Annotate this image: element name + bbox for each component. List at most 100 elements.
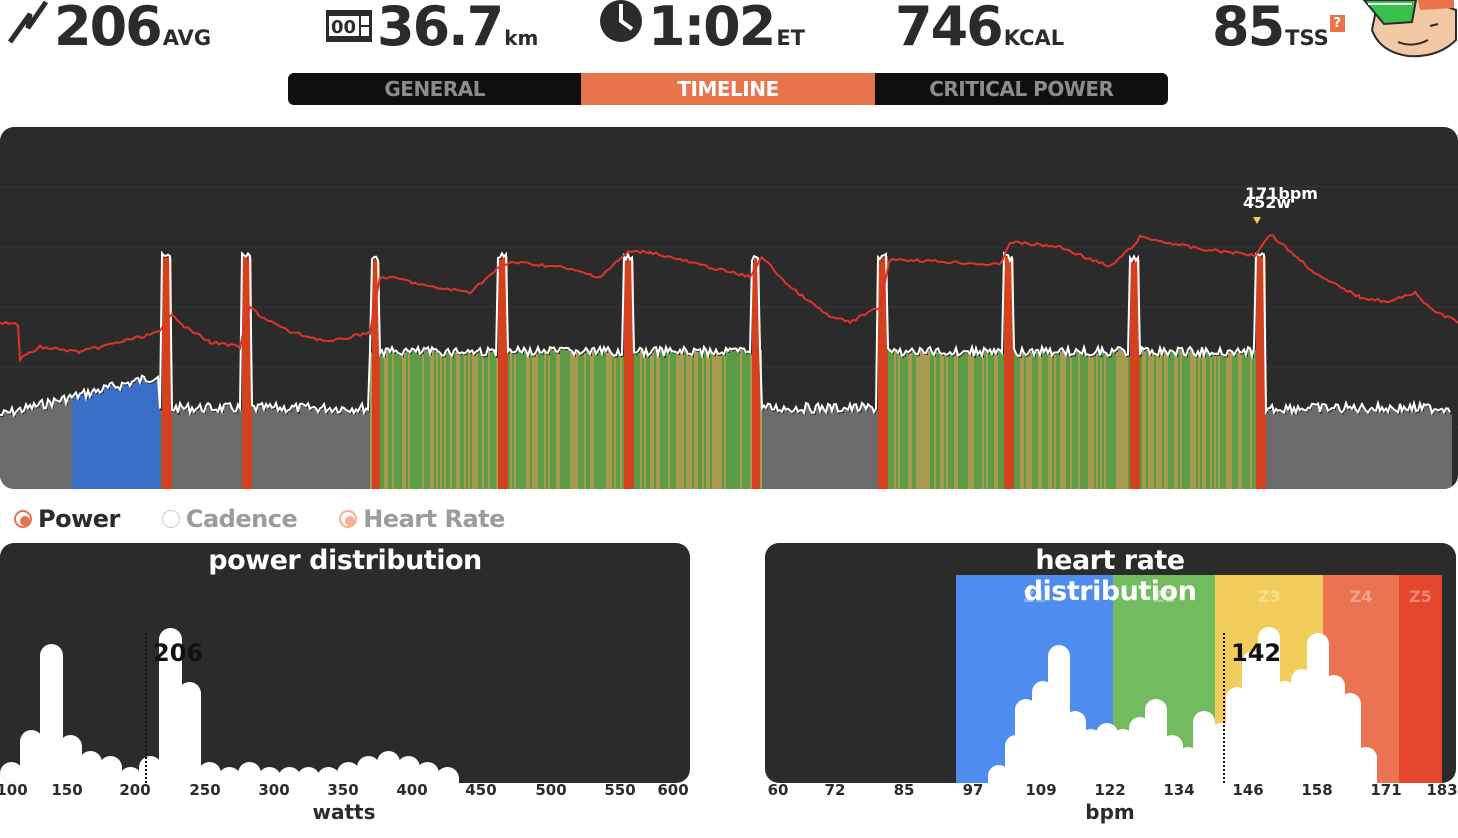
timeline-power-bar bbox=[866, 411, 868, 489]
timeline-power-bar bbox=[384, 357, 386, 489]
timeline-power-bar bbox=[622, 356, 624, 489]
tab-timeline[interactable]: TIMELINE bbox=[581, 73, 875, 105]
timeline-power-bar bbox=[456, 350, 458, 489]
timeline-power-bar bbox=[800, 412, 802, 489]
timeline-power-bar bbox=[1316, 406, 1318, 489]
timeline-power-bar bbox=[652, 352, 654, 489]
timeline-power-bar bbox=[400, 355, 402, 489]
distance-stat: 00 36.7 km bbox=[325, 0, 538, 54]
timeline-power-bar bbox=[914, 353, 916, 489]
timeline-power-bar bbox=[1402, 413, 1404, 489]
timeline-power-bar bbox=[108, 389, 110, 489]
timeline-power-bar bbox=[1078, 352, 1080, 489]
timeline-power-bar bbox=[440, 354, 442, 489]
tab-general[interactable]: GENERAL bbox=[384, 77, 485, 101]
timeline-power-bar bbox=[122, 384, 124, 489]
timeline-power-bar bbox=[32, 410, 34, 489]
time-unit: ET bbox=[776, 26, 805, 50]
timeline-power-bar bbox=[1240, 354, 1242, 489]
timeline-power-bar bbox=[1422, 411, 1424, 489]
timeline-power-bar bbox=[1110, 357, 1112, 489]
timeline-power-bar bbox=[1408, 412, 1410, 489]
timeline-power-bar bbox=[948, 356, 950, 489]
timeline-power-bar bbox=[222, 413, 224, 489]
timeline-power-bar bbox=[968, 353, 970, 489]
timeline-power-bar bbox=[398, 354, 400, 489]
timeline-power-bar bbox=[744, 350, 746, 489]
timeline-power-bar bbox=[260, 406, 262, 489]
timeline-power-bar bbox=[962, 354, 964, 489]
power-tick: 600 bbox=[657, 781, 689, 799]
timeline-power-bar bbox=[688, 355, 690, 489]
timeline-power-bar bbox=[22, 414, 24, 489]
timeline-power-bar bbox=[1350, 408, 1352, 489]
tss-help-badge[interactable]: ? bbox=[1329, 15, 1345, 32]
timeline-power-bar bbox=[656, 349, 658, 489]
timeline-power-bar bbox=[978, 356, 980, 489]
timeline-power-bar bbox=[1312, 405, 1314, 489]
legend-power[interactable]: Power bbox=[14, 505, 120, 533]
timeline-power-bar bbox=[60, 403, 62, 489]
timeline-power-bar bbox=[294, 408, 296, 489]
avatar-icon[interactable] bbox=[1358, 0, 1458, 60]
timeline-power-bar bbox=[1114, 353, 1116, 489]
timeline-power-bar bbox=[1348, 409, 1350, 489]
timeline-power-bar bbox=[300, 405, 302, 489]
timeline-power-bar bbox=[118, 388, 120, 489]
timeline-power-bar bbox=[532, 356, 534, 489]
timeline-power-bar bbox=[1274, 414, 1276, 489]
timeline-power-bar bbox=[776, 406, 778, 489]
timeline-power-bar bbox=[298, 413, 300, 489]
timeline-power-bar bbox=[448, 350, 450, 489]
legend-cadence[interactable]: Cadence bbox=[161, 505, 298, 533]
timeline-power-bar bbox=[290, 411, 292, 489]
timeline-power-bar bbox=[230, 405, 232, 489]
timeline-power-bar bbox=[1152, 352, 1154, 489]
timeline-power-bar bbox=[1380, 412, 1382, 489]
power-tick: 550 bbox=[604, 781, 636, 799]
timeline-power-bar bbox=[1352, 410, 1354, 489]
timeline-power-bar bbox=[992, 355, 994, 489]
timeline-power-bar bbox=[1332, 409, 1334, 489]
timeline-power-bar bbox=[1038, 351, 1040, 489]
timeline-chart[interactable]: 171bpm 452w bbox=[0, 127, 1458, 489]
timeline-power-bar bbox=[852, 412, 854, 489]
timeline-power-bar bbox=[876, 410, 878, 489]
timeline-power-bar bbox=[670, 350, 672, 489]
timeline-power-bar bbox=[1384, 412, 1386, 489]
timeline-power-bar bbox=[286, 414, 288, 489]
calories-stat: 746 KCAL bbox=[895, 0, 1064, 54]
timeline-power-bar bbox=[764, 407, 766, 489]
heart-rate-tick: 158 bbox=[1301, 781, 1333, 799]
timeline-power-bar bbox=[1048, 354, 1050, 489]
legend-heart-rate[interactable]: Heart Rate bbox=[339, 505, 505, 533]
timeline-power-bar bbox=[872, 409, 874, 489]
timeline-power-bar bbox=[682, 354, 684, 489]
tab-critical-power[interactable]: CRITICAL POWER bbox=[929, 77, 1114, 101]
timeline-power-bar bbox=[136, 380, 138, 489]
timeline-power-bar bbox=[124, 385, 126, 489]
timeline-power-bar bbox=[1228, 352, 1230, 489]
timeline-power-bar bbox=[944, 355, 946, 489]
timeline-power-bar bbox=[16, 413, 18, 489]
timeline-power-bar bbox=[906, 352, 908, 489]
timeline-power-bar bbox=[224, 406, 226, 489]
timeline-power-bar bbox=[1424, 406, 1426, 489]
timeline-power-bar bbox=[1398, 414, 1400, 489]
timeline-power-bar bbox=[998, 351, 1000, 489]
timeline-power-bar bbox=[1092, 357, 1094, 489]
timeline-power-bar bbox=[606, 352, 608, 489]
timeline-power-bar bbox=[894, 351, 896, 489]
timeline-power-bar bbox=[46, 410, 48, 489]
timeline-power-bar bbox=[1340, 412, 1342, 489]
timeline-power-bar bbox=[476, 353, 478, 489]
timeline-power-bar bbox=[146, 383, 148, 489]
timeline-power-bar bbox=[1214, 355, 1216, 489]
timeline-power-bar bbox=[1210, 356, 1212, 489]
timeline-power-bar bbox=[884, 257, 886, 489]
timeline-power-bar bbox=[1450, 414, 1452, 489]
timeline-power-bar bbox=[1060, 351, 1062, 489]
timeline-power-bar bbox=[1146, 349, 1148, 489]
timeline-power-bar bbox=[1096, 353, 1098, 489]
timeline-power-bar bbox=[566, 350, 568, 489]
